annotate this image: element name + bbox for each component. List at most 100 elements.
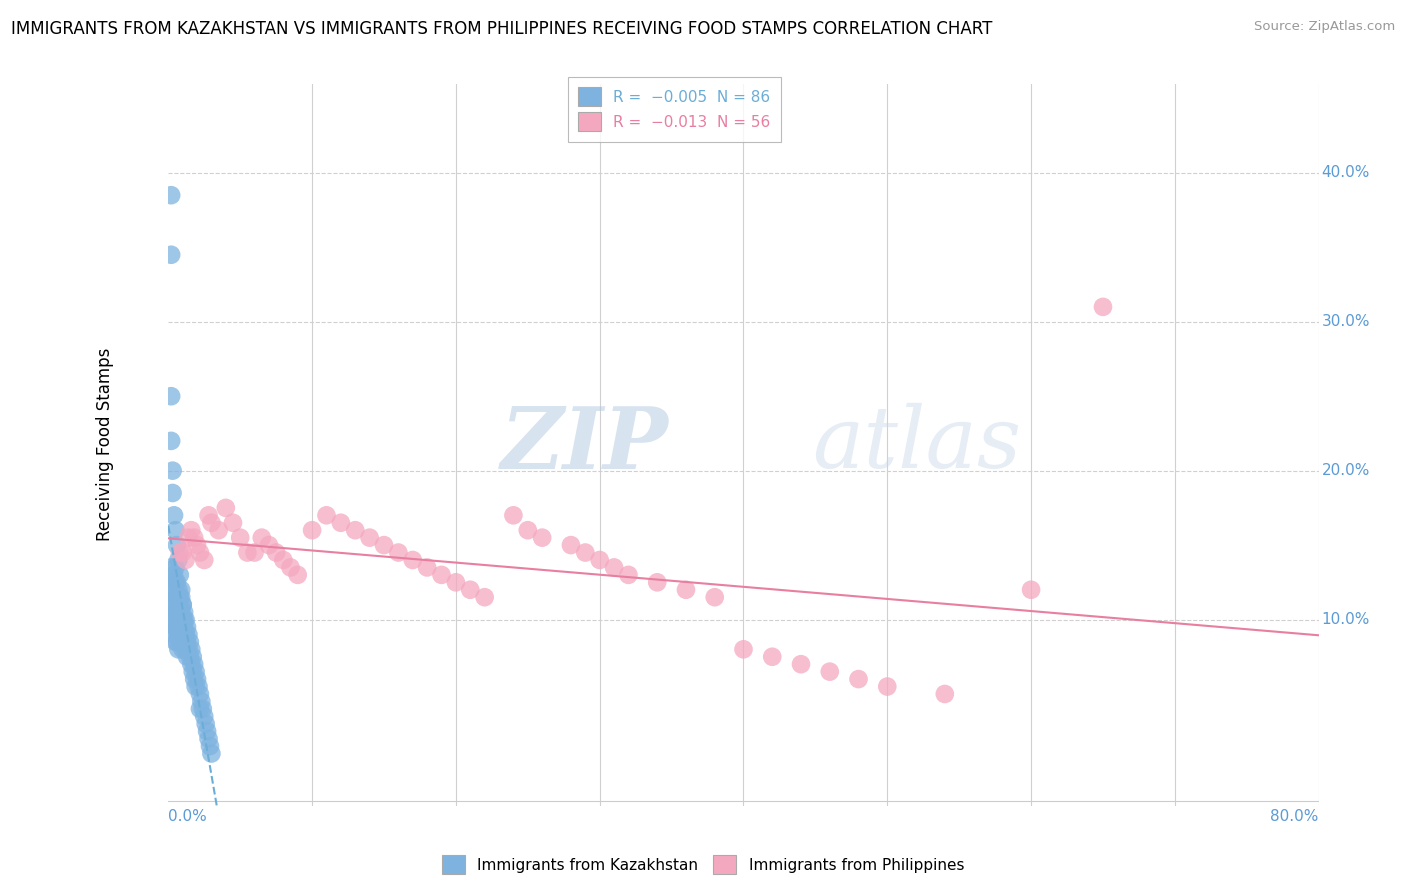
Point <box>163 598 186 612</box>
Point <box>170 591 193 605</box>
Point <box>160 560 183 574</box>
Point <box>183 672 205 686</box>
Text: Source: ZipAtlas.com: Source: ZipAtlas.com <box>1254 20 1395 33</box>
Point <box>162 464 184 478</box>
Point <box>934 687 956 701</box>
Point <box>177 642 200 657</box>
Point <box>165 591 187 605</box>
Point <box>229 531 252 545</box>
Point <box>184 665 207 679</box>
Legend: Immigrants from Kazakhstan, Immigrants from Philippines: Immigrants from Kazakhstan, Immigrants f… <box>436 849 970 880</box>
Point <box>167 553 190 567</box>
Point <box>193 553 215 567</box>
Point <box>165 560 187 574</box>
Point <box>163 508 186 523</box>
Text: 40.0%: 40.0% <box>1322 165 1369 180</box>
Point <box>502 508 524 523</box>
Point <box>250 531 273 545</box>
Point <box>172 598 194 612</box>
Text: Receiving Food Stamps: Receiving Food Stamps <box>96 348 114 541</box>
Text: ZIP: ZIP <box>501 403 669 486</box>
Point <box>198 739 221 753</box>
Point <box>761 649 783 664</box>
Text: 80.0%: 80.0% <box>1270 809 1319 823</box>
Point <box>180 523 202 537</box>
Point <box>165 605 187 619</box>
Point <box>174 553 197 567</box>
Point <box>200 747 222 761</box>
Point <box>329 516 352 530</box>
Point <box>187 680 209 694</box>
Point <box>167 582 190 597</box>
Point <box>160 188 183 202</box>
Point <box>373 538 395 552</box>
Point <box>416 560 439 574</box>
Point <box>163 613 186 627</box>
Text: 20.0%: 20.0% <box>1322 463 1369 478</box>
Point <box>188 702 211 716</box>
Point <box>170 620 193 634</box>
Point <box>172 613 194 627</box>
Point <box>474 591 496 605</box>
Point <box>560 538 582 552</box>
Point <box>163 627 186 641</box>
Point <box>165 635 187 649</box>
Point <box>458 582 481 597</box>
Point <box>176 620 198 634</box>
Point <box>160 434 183 448</box>
Point <box>166 605 188 619</box>
Point <box>589 553 612 567</box>
Legend: R =  −0.005  N = 86, R =  −0.013  N = 56: R = −0.005 N = 86, R = −0.013 N = 56 <box>568 77 782 142</box>
Text: 0.0%: 0.0% <box>169 809 207 823</box>
Point <box>186 538 208 552</box>
Point <box>180 657 202 672</box>
Point <box>236 545 259 559</box>
Text: atlas: atlas <box>813 403 1022 486</box>
Point <box>675 582 697 597</box>
Point <box>179 635 201 649</box>
Point <box>172 598 194 612</box>
Point <box>531 531 554 545</box>
Point <box>173 605 195 619</box>
Point <box>197 731 219 746</box>
Point <box>344 523 367 537</box>
Point <box>197 508 219 523</box>
Point <box>193 709 215 723</box>
Point <box>876 680 898 694</box>
Point <box>603 560 626 574</box>
Text: 30.0%: 30.0% <box>1322 314 1369 329</box>
Point <box>167 613 190 627</box>
Point <box>1091 300 1114 314</box>
Point <box>183 657 205 672</box>
Point <box>280 560 302 574</box>
Point <box>166 575 188 590</box>
Point <box>848 672 870 686</box>
Point <box>733 642 755 657</box>
Point <box>790 657 813 672</box>
Point <box>703 591 725 605</box>
Point <box>174 627 197 641</box>
Point <box>170 635 193 649</box>
Point <box>172 545 194 559</box>
Point <box>215 500 238 515</box>
Point <box>167 642 190 657</box>
Point <box>163 567 186 582</box>
Point <box>188 687 211 701</box>
Point <box>186 672 208 686</box>
Point <box>617 567 640 582</box>
Point <box>207 523 229 537</box>
Point <box>645 575 668 590</box>
Point <box>170 582 193 597</box>
Point <box>162 605 184 619</box>
Point <box>200 516 222 530</box>
Point <box>184 680 207 694</box>
Point <box>359 531 381 545</box>
Point <box>169 605 191 619</box>
Point <box>179 649 201 664</box>
Point <box>191 702 214 716</box>
Point <box>169 591 191 605</box>
Point <box>165 523 187 537</box>
Point <box>180 642 202 657</box>
Point <box>160 389 183 403</box>
Point <box>194 716 217 731</box>
